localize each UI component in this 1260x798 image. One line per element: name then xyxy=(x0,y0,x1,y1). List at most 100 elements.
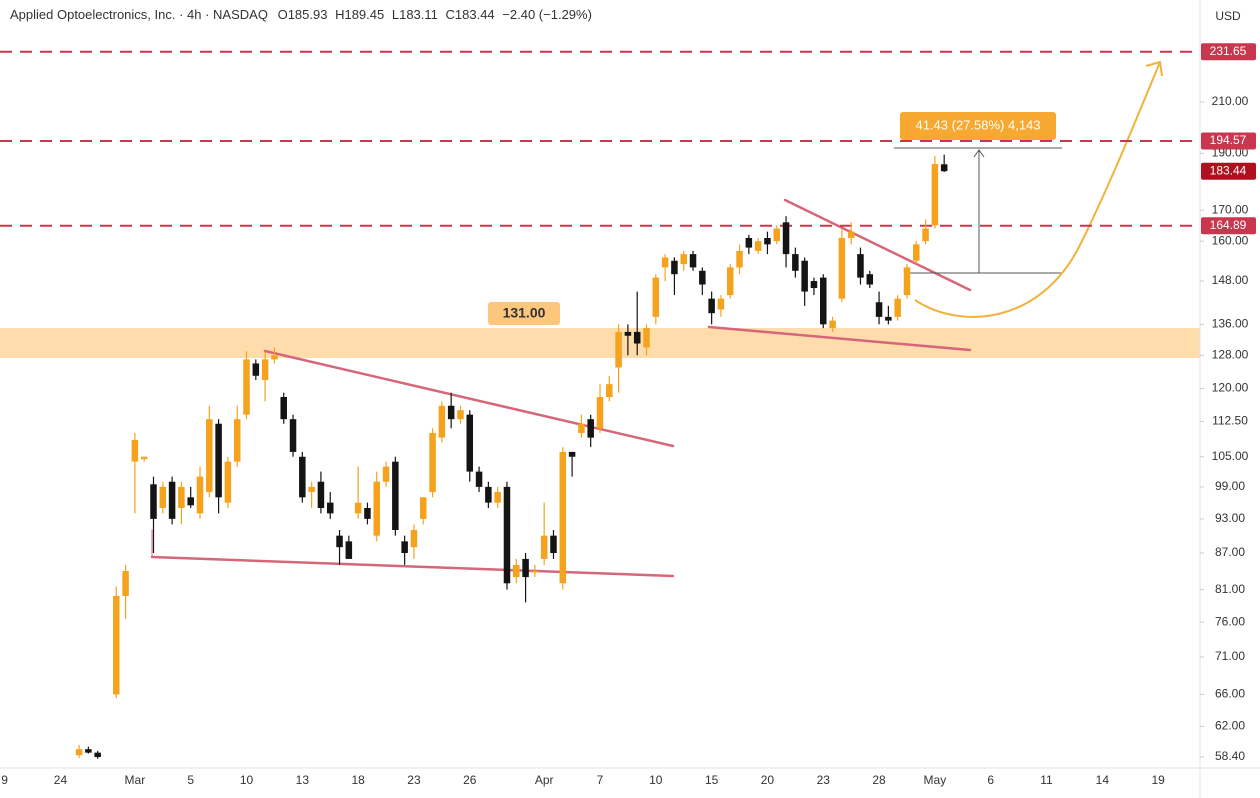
candle-body xyxy=(447,405,455,420)
x-tick-label: 7 xyxy=(597,773,604,787)
candle-body xyxy=(540,535,548,559)
level-label: 231.65 xyxy=(1210,44,1247,58)
candle-body xyxy=(531,570,539,573)
candle-body xyxy=(568,451,576,457)
candle-body xyxy=(280,397,287,420)
candle-body xyxy=(373,481,380,536)
candle-body xyxy=(754,241,762,251)
y-tick-label: 76.00 xyxy=(1215,614,1245,628)
candle-body xyxy=(671,260,678,275)
candle-body xyxy=(810,281,818,289)
candle-body xyxy=(457,410,464,420)
trendline xyxy=(783,198,972,292)
y-tick-label: 71.00 xyxy=(1215,649,1245,663)
candle-body xyxy=(206,419,213,493)
candle-body xyxy=(196,476,204,514)
projection-arrowhead xyxy=(1145,60,1163,77)
x-tick-label: Apr xyxy=(535,773,554,787)
candle-body xyxy=(587,419,594,438)
candle-body xyxy=(624,331,632,336)
candle-body xyxy=(652,277,660,317)
candle-body xyxy=(801,260,808,292)
last-price-box xyxy=(1201,162,1256,180)
x-tick-label: 19 xyxy=(1151,773,1165,787)
zone-label-box xyxy=(488,302,560,325)
candle-body xyxy=(168,481,176,519)
candle-body xyxy=(178,486,185,508)
x-tick-label: 15 xyxy=(705,773,719,787)
ohlc-open: O185.93 xyxy=(278,7,328,22)
header: Applied Optoelectronics, Inc. · 4h · NAS… xyxy=(10,7,592,22)
candle-body xyxy=(736,250,743,268)
level-label: 194.57 xyxy=(1210,133,1247,147)
trendline xyxy=(263,349,675,448)
y-tick-label: 120.00 xyxy=(1212,381,1249,395)
candle-body xyxy=(336,535,343,548)
x-tick-label: 11 xyxy=(1040,773,1053,787)
currency-label: USD xyxy=(1215,9,1241,23)
candle-body xyxy=(726,267,734,296)
candle-body xyxy=(847,231,855,238)
candle-body xyxy=(922,228,929,242)
ohlc-high: H189.45 xyxy=(335,7,384,22)
level-label-box xyxy=(1201,217,1256,235)
candle-body xyxy=(596,397,604,429)
candle-body xyxy=(224,461,232,503)
x-tick-label: 9 xyxy=(1,773,8,787)
x-tick-label: 28 xyxy=(872,773,886,787)
candle-body xyxy=(466,414,474,472)
candle-body xyxy=(354,502,362,514)
candle-body xyxy=(299,456,306,498)
candle-body xyxy=(903,267,911,296)
ohlc-low: L183.11 xyxy=(392,7,438,22)
candle-body xyxy=(485,486,492,503)
measure-tool xyxy=(894,147,1062,274)
candle-body xyxy=(885,316,892,321)
trendlines xyxy=(150,198,972,578)
candle-body xyxy=(94,752,101,758)
x-tick-label: 13 xyxy=(296,773,310,787)
candle-body xyxy=(745,237,753,248)
x-tick-label: 6 xyxy=(987,773,994,787)
x-tick-label: Mar xyxy=(125,773,146,787)
candle-body xyxy=(122,570,129,596)
candle-body xyxy=(317,481,325,508)
candle-body xyxy=(643,328,650,348)
last-price-label: 183.44 xyxy=(1210,163,1247,177)
candle-body xyxy=(680,254,687,265)
x-tick-label: 10 xyxy=(240,773,254,787)
candle-body xyxy=(857,254,864,278)
candle-body xyxy=(140,456,148,460)
candle-body xyxy=(420,497,427,519)
candle-body xyxy=(764,237,771,245)
candle-body xyxy=(243,359,250,415)
candle-body xyxy=(513,564,520,578)
candle-body xyxy=(345,541,353,559)
candle-body xyxy=(261,359,269,380)
y-tick-label: 99.00 xyxy=(1215,479,1245,493)
y-tick-label: 58.40 xyxy=(1215,749,1245,763)
candle-body xyxy=(326,502,334,514)
candle-body xyxy=(271,355,278,360)
candle-body xyxy=(113,595,120,695)
measure-label: 41.43 (27.58%) 4,143 xyxy=(915,117,1040,132)
candle-body xyxy=(438,405,446,438)
candle-body xyxy=(364,507,371,519)
x-tick-label: May xyxy=(924,773,947,787)
candle-body xyxy=(559,451,567,584)
change: −2.40 (−1.29%) xyxy=(502,7,592,22)
candle-body xyxy=(913,244,920,261)
candle-body xyxy=(699,270,706,285)
candle-body xyxy=(782,222,790,255)
candle-body xyxy=(829,320,836,329)
y-tick-label: 66.00 xyxy=(1215,687,1245,701)
level-label-box xyxy=(1201,43,1256,61)
support-zone xyxy=(0,328,1200,358)
y-tick-label: 105.00 xyxy=(1212,449,1249,463)
symbol-title: Applied Optoelectronics, Inc. · 4h · NAS… xyxy=(10,7,268,22)
zone-label: 131.00 xyxy=(503,305,546,321)
candle-body xyxy=(820,277,827,325)
candle-body xyxy=(717,298,725,310)
candle-body xyxy=(475,471,483,487)
candle-body xyxy=(429,432,436,493)
